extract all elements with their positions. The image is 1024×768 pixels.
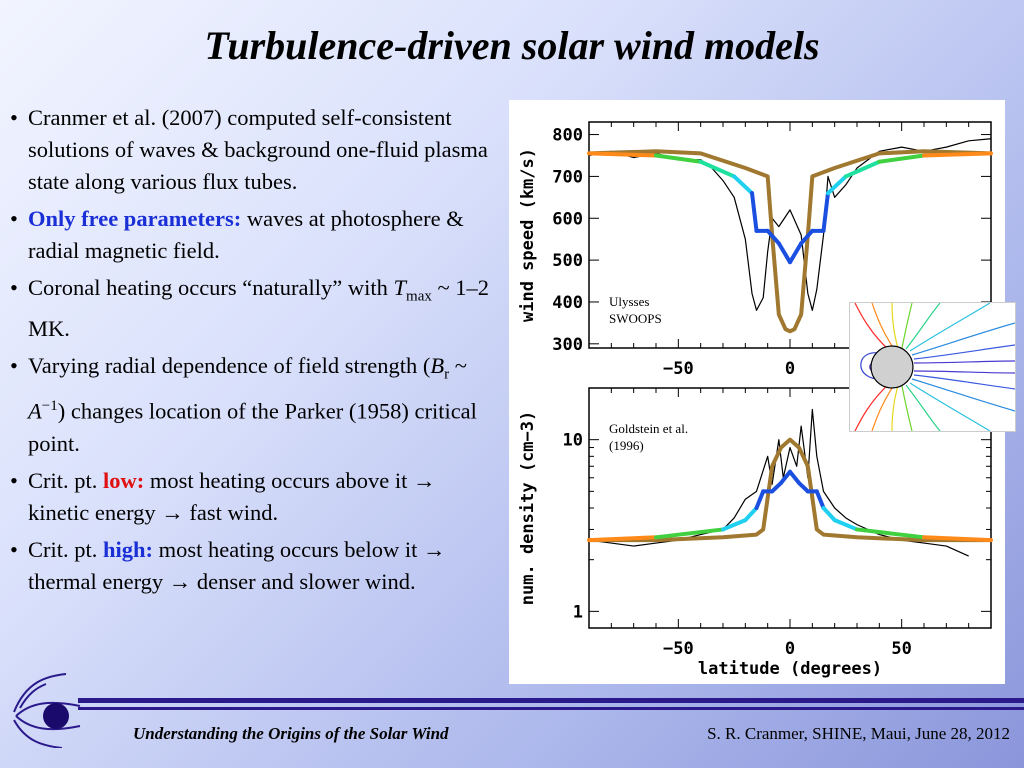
model-line <box>588 149 992 334</box>
slide-title: Turbulence-driven solar wind models <box>204 23 820 68</box>
model-segment <box>743 506 759 523</box>
model-segment <box>821 191 830 233</box>
model-segment <box>877 153 926 164</box>
model-segment <box>779 469 792 485</box>
bullet-text: Cranmer et al. (2007) computed self-cons… <box>28 105 488 194</box>
bullet-text: most heating occurs above it → kinetic e… <box>28 467 436 525</box>
bullet-dot: • <box>10 467 18 493</box>
bullet-text: low: <box>103 467 145 493</box>
bullet-text: −1 <box>41 398 58 414</box>
bullet-text: ~ 1–2 MK. <box>28 275 490 341</box>
bullet-text: T <box>393 275 407 300</box>
model-segment <box>814 489 826 510</box>
bullet-text: A <box>28 398 42 424</box>
bullet-text: Varying radial dependence of field stren… <box>28 352 431 378</box>
bullet-text: r <box>444 366 450 382</box>
bullet-text: Crit. pt. <box>28 467 104 493</box>
y-tick-label: 500 <box>552 251 583 271</box>
model-segment <box>825 174 848 196</box>
magnetic-field-inset <box>849 302 1016 432</box>
bullet-text: Crit. pt. <box>28 536 104 562</box>
y-tick-label: 1 <box>573 602 583 622</box>
y-tick-label: 300 <box>552 335 583 355</box>
x-tick-label: 0 <box>785 639 795 659</box>
field-lines-diagram <box>854 302 1016 432</box>
footer-rule-top <box>78 698 1024 703</box>
y-tick-label: 10 <box>563 431 583 451</box>
bullet-text: waves at photosphere & radial magnetic f… <box>28 206 464 263</box>
bullet-text: ) changes location of the Parker (1958) … <box>28 398 477 456</box>
model-segment <box>721 518 748 532</box>
y-tick-label: 700 <box>552 167 583 187</box>
model-segment <box>654 527 725 540</box>
model-segment <box>732 174 755 196</box>
bullet-item: • Cranmer et al. (2007) computed self-con… <box>8 102 498 198</box>
model-segment <box>765 228 781 246</box>
y-tick-label: 600 <box>552 209 583 229</box>
plot-annotation: Goldstein et al. <box>609 421 688 436</box>
observed-data-line <box>588 138 992 311</box>
model-segment <box>788 241 804 265</box>
footer-presentation-title: Understanding the Origins of the Solar W… <box>133 724 449 743</box>
bullet-dot: • <box>10 206 18 231</box>
model-segment <box>754 489 766 510</box>
footer-credit: S. R. Cranmer, SHINE, Maui, June 28, 201… <box>707 724 1010 743</box>
x-tick-label: 0 <box>785 359 795 379</box>
plot-annotation: (1996) <box>609 438 644 453</box>
bullet-item: • Only free parameters: waves at photosph… <box>8 203 498 267</box>
sun-logo-icon <box>13 673 81 748</box>
y-axis-label: num. density (cm−3) <box>518 411 538 605</box>
model-segment <box>796 480 810 494</box>
bullet-item: • Varying radial dependence of field stre… <box>8 350 498 460</box>
bullet-text: high: <box>103 536 154 562</box>
model-segment <box>654 153 703 164</box>
y-tick-label: 400 <box>552 293 583 313</box>
model-segment <box>799 228 815 246</box>
bullet-item: • Crit. pt. low: most heating occurs abov… <box>8 465 498 529</box>
model-segment <box>587 151 658 158</box>
model-segment <box>587 535 658 543</box>
model-segment <box>698 159 737 179</box>
y-axis-label: wind speed (km/s) <box>518 148 538 322</box>
bullet-item: • Coronal heating occurs “naturally” with… <box>8 272 498 345</box>
x-tick-label: −50 <box>663 359 694 379</box>
plot-annotation: Ulysses <box>609 294 649 309</box>
bullet-dot: • <box>10 275 18 300</box>
x-tick-label: 50 <box>891 639 911 659</box>
bullet-dot: • <box>10 352 18 378</box>
bullet-text: max <box>406 288 432 305</box>
bullet-text: Only free parameters: <box>28 206 242 231</box>
model-segment <box>843 159 882 179</box>
bullet-dot: • <box>10 105 18 130</box>
x-axis-label: latitude (degrees) <box>698 659 882 679</box>
x-tick-label: −50 <box>663 639 694 659</box>
bullet-item: • Crit. pt. high: most heating occurs bel… <box>8 534 498 598</box>
bullet-text: ~ <box>449 352 467 378</box>
model-segment <box>832 518 859 532</box>
model-segment <box>776 241 792 265</box>
model-segment <box>770 480 784 494</box>
model-segment <box>821 506 837 523</box>
bullet-text: B <box>430 352 445 378</box>
bullet-text: most heating occurs below it → thermal e… <box>28 536 446 594</box>
model-segment <box>922 535 993 543</box>
model-segment <box>788 469 801 485</box>
bullet-text: Coronal heating occurs “naturally” with <box>28 275 394 300</box>
model-segment <box>855 527 926 540</box>
bullet-dot: • <box>10 536 18 562</box>
model-segment <box>922 151 993 158</box>
observed-data-line <box>588 408 969 557</box>
y-tick-label: 800 <box>552 126 583 146</box>
plot-annotation: SWOOPS <box>609 311 662 326</box>
bullet-list: • Cranmer et al. (2007) computed self-con… <box>8 102 498 603</box>
footer-rule-bottom <box>78 707 1024 710</box>
model-line <box>589 437 991 543</box>
model-segment <box>750 191 759 233</box>
